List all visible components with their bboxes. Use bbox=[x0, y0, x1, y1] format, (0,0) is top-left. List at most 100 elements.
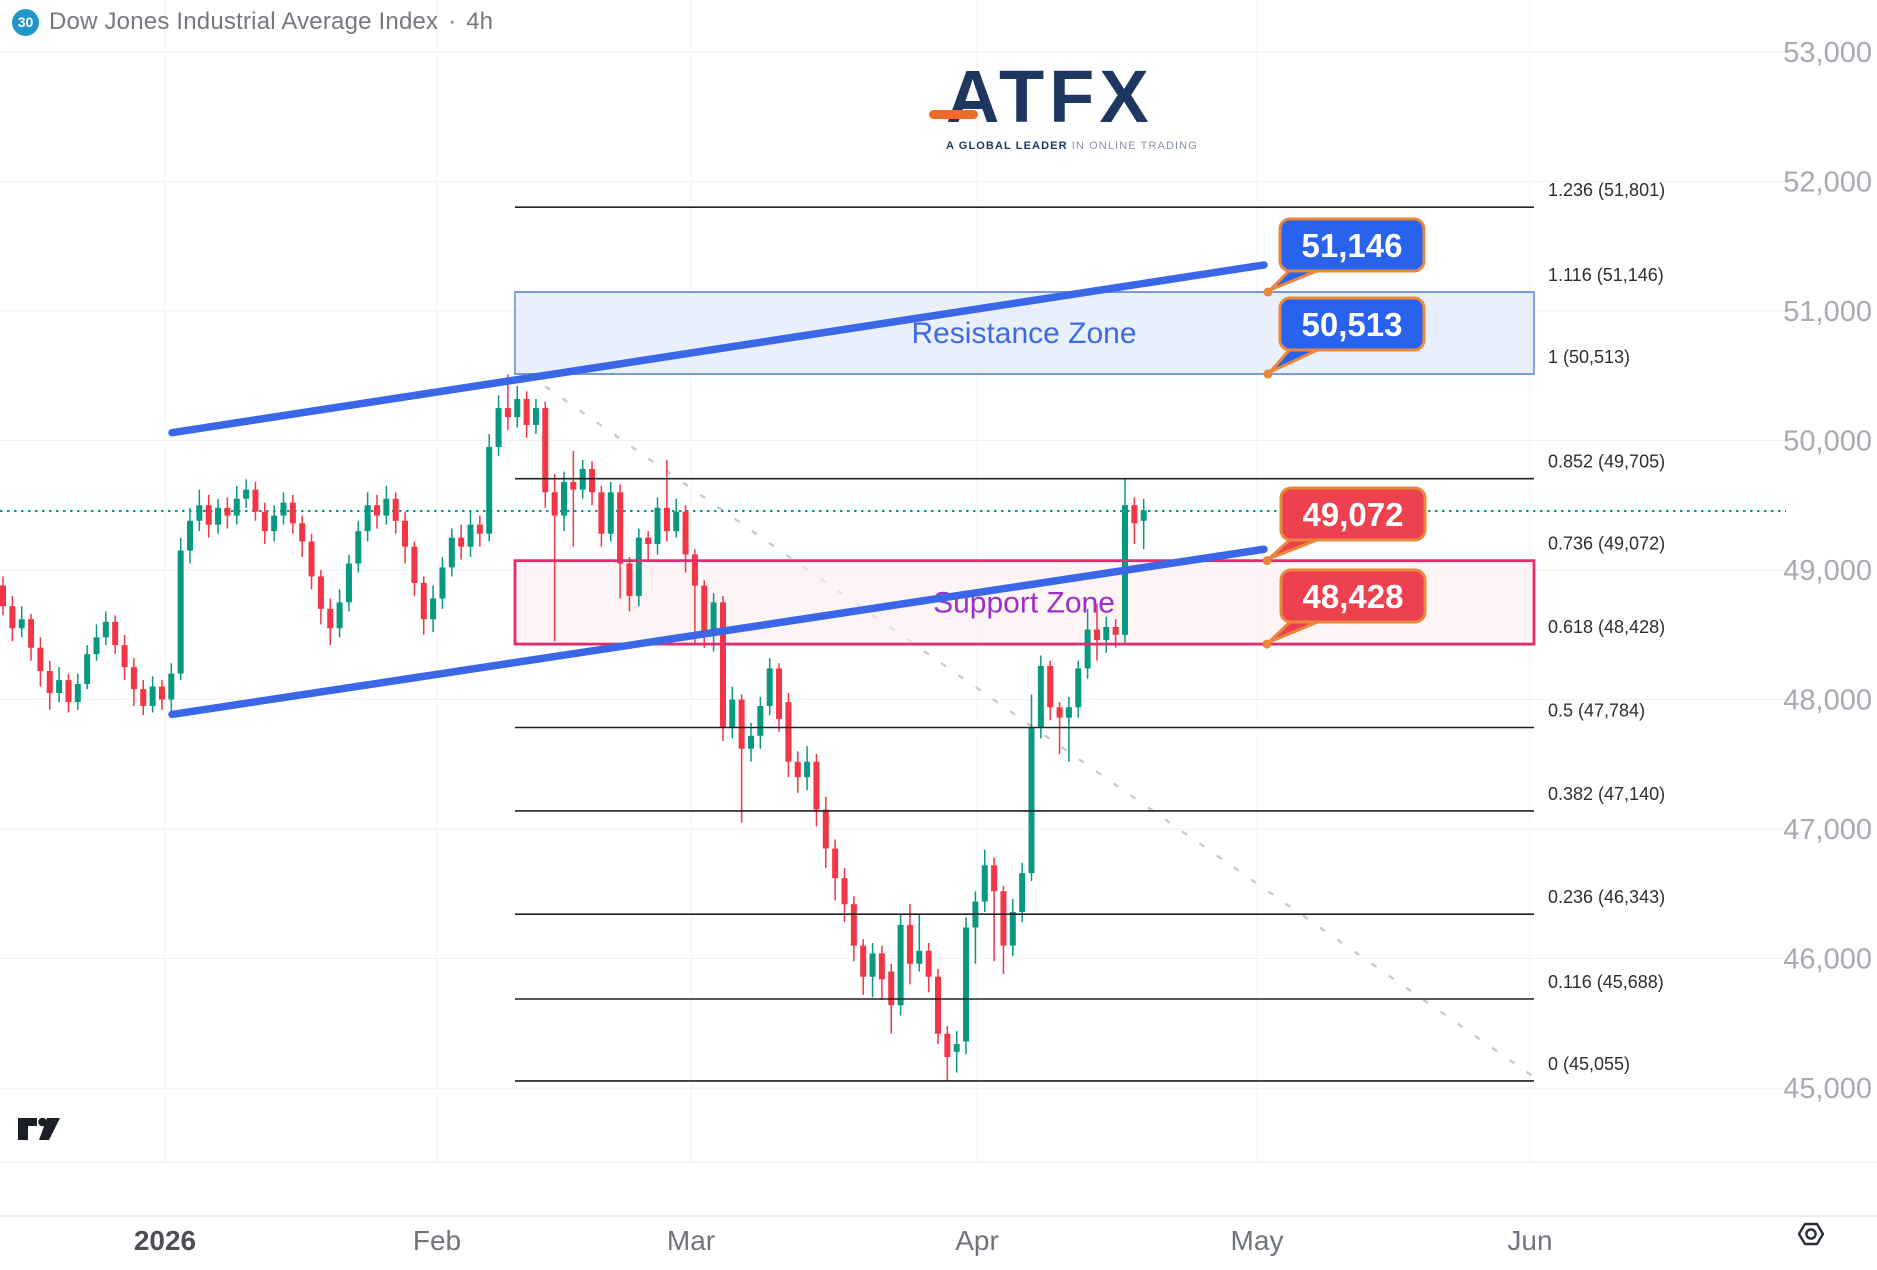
fib-level-label: 1.236 (51,801) bbox=[1548, 180, 1665, 200]
candle-body bbox=[215, 507, 222, 525]
candle-body bbox=[504, 408, 511, 418]
tradingview-logo-icon[interactable] bbox=[16, 1112, 62, 1144]
y-axis-tick[interactable]: 45,000 bbox=[1783, 1073, 1872, 1105]
x-axis-label[interactable]: May bbox=[1231, 1225, 1284, 1256]
candle-body bbox=[299, 523, 306, 542]
candle bbox=[336, 589, 343, 638]
price-callout-badge[interactable] bbox=[1279, 568, 1427, 624]
candle bbox=[626, 557, 633, 612]
candle-body bbox=[121, 645, 128, 668]
candle bbox=[832, 839, 839, 901]
price-callout-badge[interactable] bbox=[1278, 296, 1426, 352]
y-axis-tick[interactable]: 51,000 bbox=[1783, 296, 1872, 328]
candle-body bbox=[448, 537, 455, 568]
candle-body bbox=[486, 446, 493, 534]
x-axis-label[interactable]: Jun bbox=[1507, 1225, 1552, 1256]
fib-level-label: 0.736 (49,072) bbox=[1548, 534, 1665, 554]
candle bbox=[794, 751, 801, 793]
candle bbox=[841, 867, 848, 923]
y-axis-tick[interactable]: 48,000 bbox=[1783, 685, 1872, 717]
atfx-tagline: A GLOBAL LEADER IN ONLINE TRADING bbox=[946, 140, 1198, 152]
candle bbox=[140, 680, 147, 716]
candle-body bbox=[514, 399, 521, 418]
candle bbox=[102, 611, 109, 646]
candle bbox=[691, 549, 698, 646]
lower-channel-line[interactable] bbox=[168, 545, 1268, 719]
candle bbox=[1140, 498, 1147, 550]
candle-body bbox=[682, 511, 689, 555]
y-axis-tick[interactable]: 52,000 bbox=[1783, 166, 1872, 198]
resistance-zone-label: Resistance Zone bbox=[911, 317, 1136, 350]
candle-body bbox=[1065, 707, 1072, 718]
candle-body bbox=[935, 976, 941, 1034]
candle bbox=[243, 479, 250, 508]
candle bbox=[420, 576, 427, 635]
candle bbox=[308, 533, 315, 590]
symbol-title: Dow Jones Industrial Average Index bbox=[49, 8, 439, 35]
candle bbox=[411, 541, 418, 596]
price-callout-text: 49,072 bbox=[1303, 496, 1404, 533]
candle bbox=[280, 492, 287, 525]
candle bbox=[991, 857, 998, 962]
y-axis-tick[interactable]: 50,000 bbox=[1783, 425, 1872, 457]
candle-body bbox=[112, 621, 119, 646]
price-callout-text: 50,513 bbox=[1302, 306, 1403, 343]
candle bbox=[130, 658, 137, 706]
symbol-header[interactable]: 30 Dow Jones Industrial Average Index · … bbox=[12, 8, 493, 36]
x-axis-label[interactable]: 2026 bbox=[134, 1225, 196, 1256]
x-axis-label[interactable]: Mar bbox=[667, 1225, 715, 1256]
tagline-bold: A GLOBAL LEADER bbox=[946, 140, 1068, 152]
candle-body bbox=[925, 950, 932, 977]
candle bbox=[289, 494, 296, 534]
candle bbox=[402, 511, 409, 564]
y-axis-tick[interactable]: 47,000 bbox=[1783, 814, 1872, 846]
candle bbox=[589, 461, 596, 506]
settings-gear-icon[interactable] bbox=[1796, 1220, 1826, 1248]
candle bbox=[84, 645, 91, 690]
y-axis-tick[interactable]: 49,000 bbox=[1783, 555, 1872, 587]
x-axis-label[interactable]: Apr bbox=[955, 1225, 999, 1256]
candle bbox=[327, 598, 334, 646]
candle-body bbox=[65, 680, 72, 703]
candle-body bbox=[289, 502, 296, 524]
candle-body bbox=[729, 699, 736, 729]
candle bbox=[439, 557, 446, 609]
candle-body bbox=[1112, 626, 1119, 635]
candle-body bbox=[140, 689, 147, 706]
price-callout-text: 48,428 bbox=[1303, 578, 1404, 615]
y-axis-tick[interactable]: 53,000 bbox=[1783, 37, 1872, 69]
candle-body bbox=[673, 511, 680, 532]
support-zone-border[interactable] bbox=[513, 559, 1536, 646]
y-axis-tick[interactable]: 46,000 bbox=[1783, 944, 1872, 976]
candle bbox=[1075, 660, 1082, 718]
candle bbox=[252, 481, 259, 521]
candle bbox=[65, 673, 72, 713]
resistance-zone-border[interactable] bbox=[514, 291, 1535, 375]
candle bbox=[514, 386, 521, 428]
candle bbox=[1009, 898, 1016, 956]
candle bbox=[271, 505, 278, 542]
callout-anchor-dot bbox=[1262, 556, 1272, 566]
candle-body bbox=[233, 498, 240, 516]
candle-body bbox=[635, 537, 642, 596]
fib-level-label: 0.852 (49,705) bbox=[1548, 452, 1665, 472]
upper-channel-line[interactable] bbox=[168, 261, 1268, 437]
candle bbox=[1093, 603, 1100, 661]
candle bbox=[317, 569, 324, 625]
price-callout-badge[interactable] bbox=[1279, 486, 1427, 542]
candle-body bbox=[364, 505, 371, 532]
candle-body bbox=[1028, 728, 1035, 874]
candle bbox=[1103, 616, 1110, 653]
candle-body bbox=[878, 953, 885, 980]
candle bbox=[121, 634, 128, 681]
x-axis-label[interactable]: Feb bbox=[413, 1225, 461, 1256]
fib-level-label: 0.116 (45,688) bbox=[1548, 972, 1664, 992]
candle-body bbox=[383, 498, 390, 516]
candle bbox=[878, 945, 885, 1001]
candle-body bbox=[897, 924, 904, 1006]
candle-body bbox=[710, 602, 717, 633]
fib-level-label: 1 (50,513) bbox=[1548, 347, 1630, 367]
price-callout-badge[interactable] bbox=[1278, 217, 1426, 273]
candle-body bbox=[654, 507, 661, 545]
